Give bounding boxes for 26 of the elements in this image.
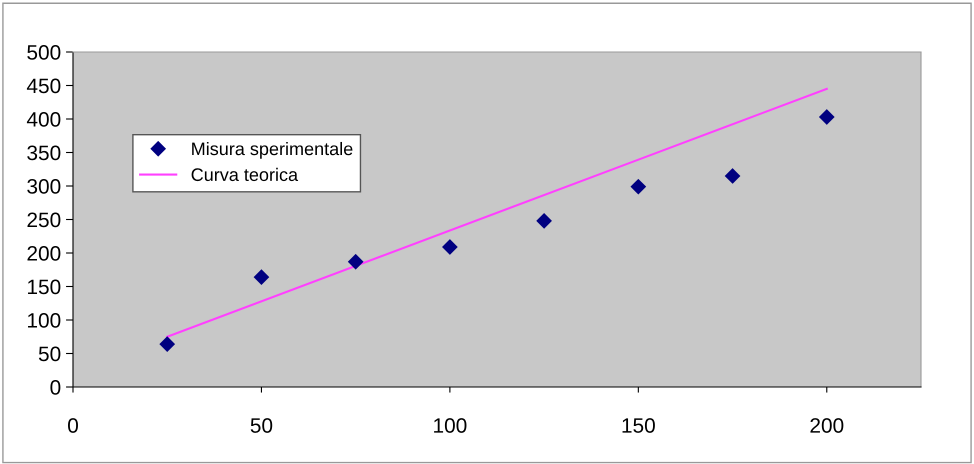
point <box>348 254 364 270</box>
point <box>442 239 458 255</box>
y-tick-label: 350 <box>27 146 60 160</box>
y-tick-label: 0 <box>50 380 60 395</box>
y-tick-label: 250 <box>27 212 60 228</box>
y-tick-label: 150 <box>28 280 60 294</box>
point <box>819 109 834 125</box>
x-tick-label: 150 <box>622 418 655 433</box>
x-tick-label: 0 <box>68 418 78 433</box>
point <box>536 213 552 228</box>
y-tick-label: 200 <box>27 246 60 261</box>
y-tick-label: 450 <box>26 78 60 94</box>
y-tick-label: 300 <box>27 179 60 194</box>
point <box>254 270 270 285</box>
x-tick-label: 200 <box>810 418 844 433</box>
y-tick-label: 400 <box>26 112 60 127</box>
point <box>630 179 646 194</box>
legend-label: Curva teorica <box>192 168 298 182</box>
y-tick-label: 500 <box>27 45 60 60</box>
x-tick-label: 50 <box>250 418 272 433</box>
point <box>160 336 175 352</box>
legend-label: Misura sperimentale <box>192 142 352 159</box>
y-tick-label: 50 <box>38 346 60 362</box>
y-tick-label: 100 <box>28 313 60 328</box>
x-tick-label: 100 <box>434 418 466 433</box>
point <box>724 168 740 184</box>
